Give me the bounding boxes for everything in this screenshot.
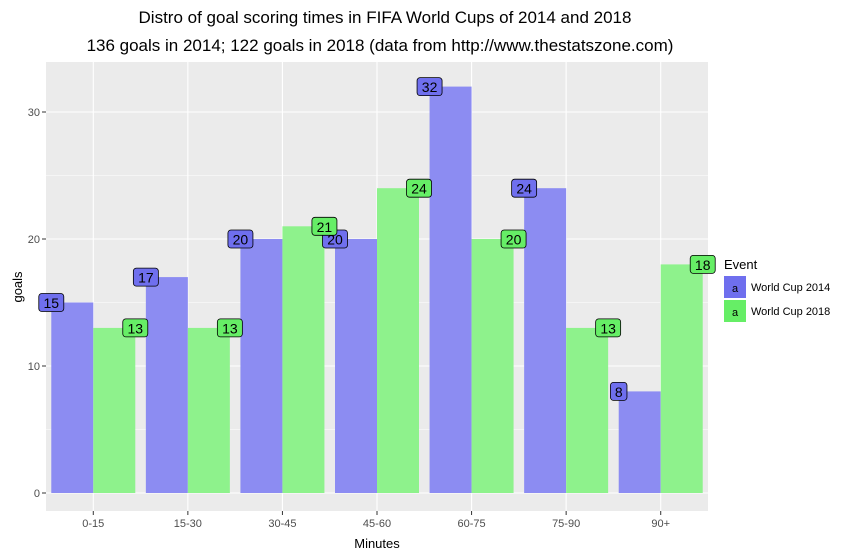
- data-label-text: 13: [222, 320, 238, 336]
- data-label-text: 13: [600, 320, 616, 336]
- legend-label: World Cup 2018: [751, 306, 830, 318]
- x-tick-label: 15-30: [174, 518, 202, 530]
- data-label: 17: [132, 267, 159, 287]
- data-label-box: [689, 254, 716, 274]
- data-label-text: 8: [615, 384, 623, 400]
- x-tick-label: 0-15: [82, 518, 104, 530]
- data-label-text: 21: [317, 219, 333, 235]
- data-label-text: 13: [127, 320, 143, 336]
- bar-2014-15-30: [145, 277, 188, 493]
- y-tick-label: 10: [28, 361, 40, 373]
- data-label-box: [38, 293, 65, 312]
- legend-title: Event: [724, 257, 758, 272]
- data-label-text: 24: [411, 181, 427, 197]
- bar-2018-45-60: [377, 188, 419, 493]
- x-tick-label: 30-45: [268, 518, 296, 530]
- data-label-box: [311, 216, 338, 236]
- x-axis-title: Minutes: [354, 536, 400, 551]
- bar-2014-90+: [618, 391, 661, 493]
- data-label-box: [406, 178, 432, 198]
- bar-2014-0-15: [51, 302, 94, 493]
- data-label-text: 15: [43, 295, 59, 311]
- data-label: 18: [689, 254, 716, 274]
- x-axis-ticks: 0-15 15-30 30-45 45-60 60-75 75-90 90+: [82, 511, 670, 530]
- data-label: 13: [216, 318, 243, 338]
- legend-key: [724, 300, 746, 322]
- data-label-text: 20: [506, 232, 522, 248]
- y-tick-label: 0: [34, 488, 40, 500]
- data-label: 20: [500, 229, 527, 249]
- x-tick-label: 60-75: [458, 518, 486, 530]
- bar-2014-75-90: [524, 188, 567, 493]
- chart-title: Distro of goal scoring times in FIFA Wor…: [139, 8, 632, 27]
- chart-subtitle: 136 goals in 2014; 122 goals in 2018 (da…: [87, 36, 674, 55]
- data-label-box: [610, 381, 628, 401]
- bar-2018-15-30: [187, 327, 230, 493]
- bar-2018-75-90: [566, 327, 609, 493]
- data-label-box: [511, 178, 538, 198]
- bars: [51, 86, 703, 494]
- x-tick-label: 75-90: [552, 518, 580, 530]
- data-label-text: 32: [422, 79, 438, 95]
- data-label: 24: [511, 178, 538, 198]
- bar-2014-45-60: [335, 239, 377, 493]
- data-label-text: 20: [233, 232, 249, 248]
- data-label-text: 18: [695, 257, 711, 273]
- data-label-box: [416, 77, 443, 96]
- data-label: 13: [122, 318, 149, 338]
- bar-2018-30-45: [282, 226, 325, 494]
- data-label-box: [227, 229, 254, 249]
- data-label-text: 24: [516, 181, 532, 197]
- data-label-box: [595, 318, 622, 338]
- bar-2014-30-45: [240, 239, 283, 493]
- data-label-box: [132, 267, 159, 287]
- legend-key-glyph: a: [732, 307, 739, 319]
- bar-2018-90+: [660, 264, 703, 493]
- bar-2014-60-75: [429, 86, 472, 493]
- legend-key-glyph: a: [732, 283, 739, 295]
- y-tick-label: 20: [28, 234, 40, 246]
- legend: Event a World Cup 2014 a World Cup 2018: [724, 257, 830, 322]
- x-tick-label: 45-60: [363, 518, 391, 530]
- data-label: 15: [38, 293, 65, 312]
- bar-2018-60-75: [471, 239, 514, 493]
- data-label: 21: [311, 216, 338, 236]
- data-label-box: [500, 229, 527, 249]
- data-label: 24: [406, 178, 432, 198]
- y-axis-ticks: 0 10 20 30: [28, 107, 46, 500]
- legend-key: [724, 276, 746, 298]
- data-label: 32: [416, 77, 443, 96]
- data-label-box: [122, 318, 149, 338]
- y-axis-title: goals: [10, 271, 25, 303]
- data-label: 20: [227, 229, 254, 249]
- data-label: 8: [610, 381, 628, 401]
- data-label-text: 17: [138, 270, 154, 286]
- data-label-box: [216, 318, 243, 338]
- legend-label: World Cup 2014: [751, 282, 830, 294]
- y-tick-label: 30: [28, 107, 40, 119]
- data-label: 13: [595, 318, 622, 338]
- x-tick-label: 90+: [651, 518, 670, 530]
- bar-2018-0-15: [93, 327, 136, 493]
